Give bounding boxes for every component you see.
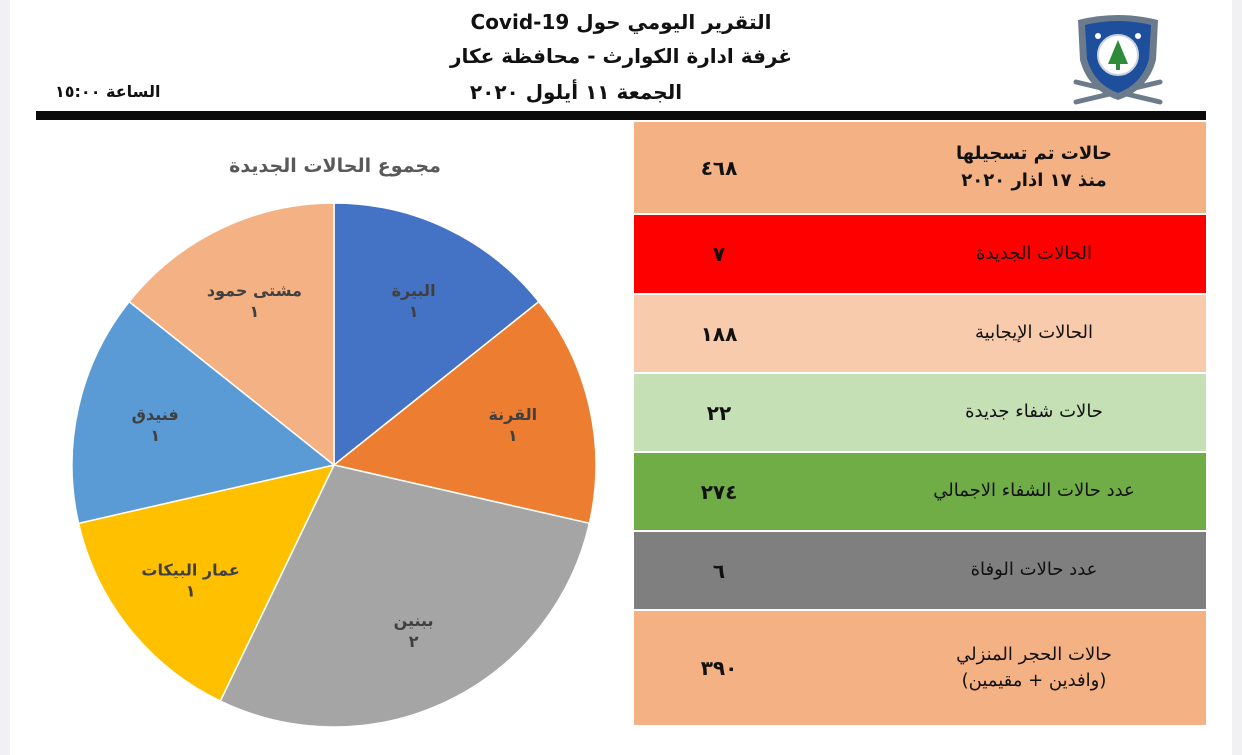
stats-row-value: ١٨٨ <box>700 321 738 346</box>
report-subtitle: غرفة ادارة الكوارث - محافظة عكار <box>449 44 793 68</box>
slice-label-name: ببنين <box>394 611 434 630</box>
pie-slice <box>333 202 540 467</box>
slice-label-value: ١ <box>186 581 196 600</box>
stats-row: حالات شفاء جديدة ٢٢ <box>634 374 1206 453</box>
chart-title: مجموع الحالات الجديدة <box>229 155 441 177</box>
pie-slice <box>71 300 336 525</box>
slice-label-name: مشتى حمود <box>207 281 302 300</box>
stats-row-value: ٢٧٤ <box>700 479 738 504</box>
stats-row-label: حالات شفاء جديدة <box>965 401 1103 423</box>
slice-label-name: عمار البيكات <box>141 560 239 579</box>
pie-slice <box>128 202 335 467</box>
slice-label-value: ١ <box>508 426 518 445</box>
stats-row-label: حالات تم تسجيلها منذ ١٧ اذار ٢٠٢٠ <box>956 143 1113 191</box>
stats-row-value: ٧ <box>712 242 726 266</box>
stats-row-label: عدد حالات الوفاة <box>970 559 1098 581</box>
stats-row-value: ٤٦٨ <box>700 155 738 180</box>
stats-row-label: حالات الحجر المنزلي (وافدين + مقيمين) <box>956 643 1112 691</box>
stats-row: الحالات الإيجابية ١٨٨ <box>634 295 1206 374</box>
slice-label-value: ٢ <box>409 632 419 651</box>
slice-label-value: ١ <box>150 426 160 445</box>
slice-label-name: القرنة <box>488 405 537 424</box>
stats-row-value: ٢٢ <box>706 400 732 425</box>
slice-label-value: ١ <box>250 302 260 321</box>
report-date: الجمعة ١١ أيلول ٢٠٢٠ <box>469 80 683 104</box>
slice-label-name: فنيدق <box>132 405 179 424</box>
stats-row-label: عدد حالات الشفاء الاجمالي <box>933 480 1135 502</box>
stats-row: عدد حالات الشفاء الاجمالي ٢٧٤ <box>634 453 1206 532</box>
pie-slice <box>219 464 591 728</box>
pie-chart: البيرة ١ القرنة ١ ببنين ٢ عمار البيكات ١ فنيدق ١ م… <box>71 202 597 728</box>
stats-row-label: الحالات الإيجابية <box>975 322 1093 344</box>
stats-row: عدد حالات الوفاة ٦ <box>634 532 1206 611</box>
slice-label-name: البيرة <box>392 281 436 300</box>
report-time: الساعة ١٥:٠٠ <box>55 82 161 101</box>
stats-row-label: الحالات الجديدة <box>976 242 1092 264</box>
stats-row-value: ٦ <box>712 558 726 583</box>
slice-label-value: ١ <box>409 302 419 321</box>
stats-row: حالات الحجر المنزلي (وافدين + مقيمين) ٣٩٠ <box>634 611 1206 727</box>
stats-row: حالات تم تسجيلها منذ ١٧ اذار ٢٠٢٠ ٤٦٨ <box>634 122 1206 215</box>
report-title: التقرير اليومي حول Covid-19 <box>470 10 772 34</box>
cedar-shield-logo-icon <box>1073 15 1163 105</box>
stats-row: الحالات الجديدة ٧ <box>634 215 1206 295</box>
header-divider <box>36 111 1206 120</box>
stats-row-value: ٣٩٠ <box>700 656 738 680</box>
pie-slice <box>77 463 336 703</box>
pie-slice <box>332 300 597 525</box>
